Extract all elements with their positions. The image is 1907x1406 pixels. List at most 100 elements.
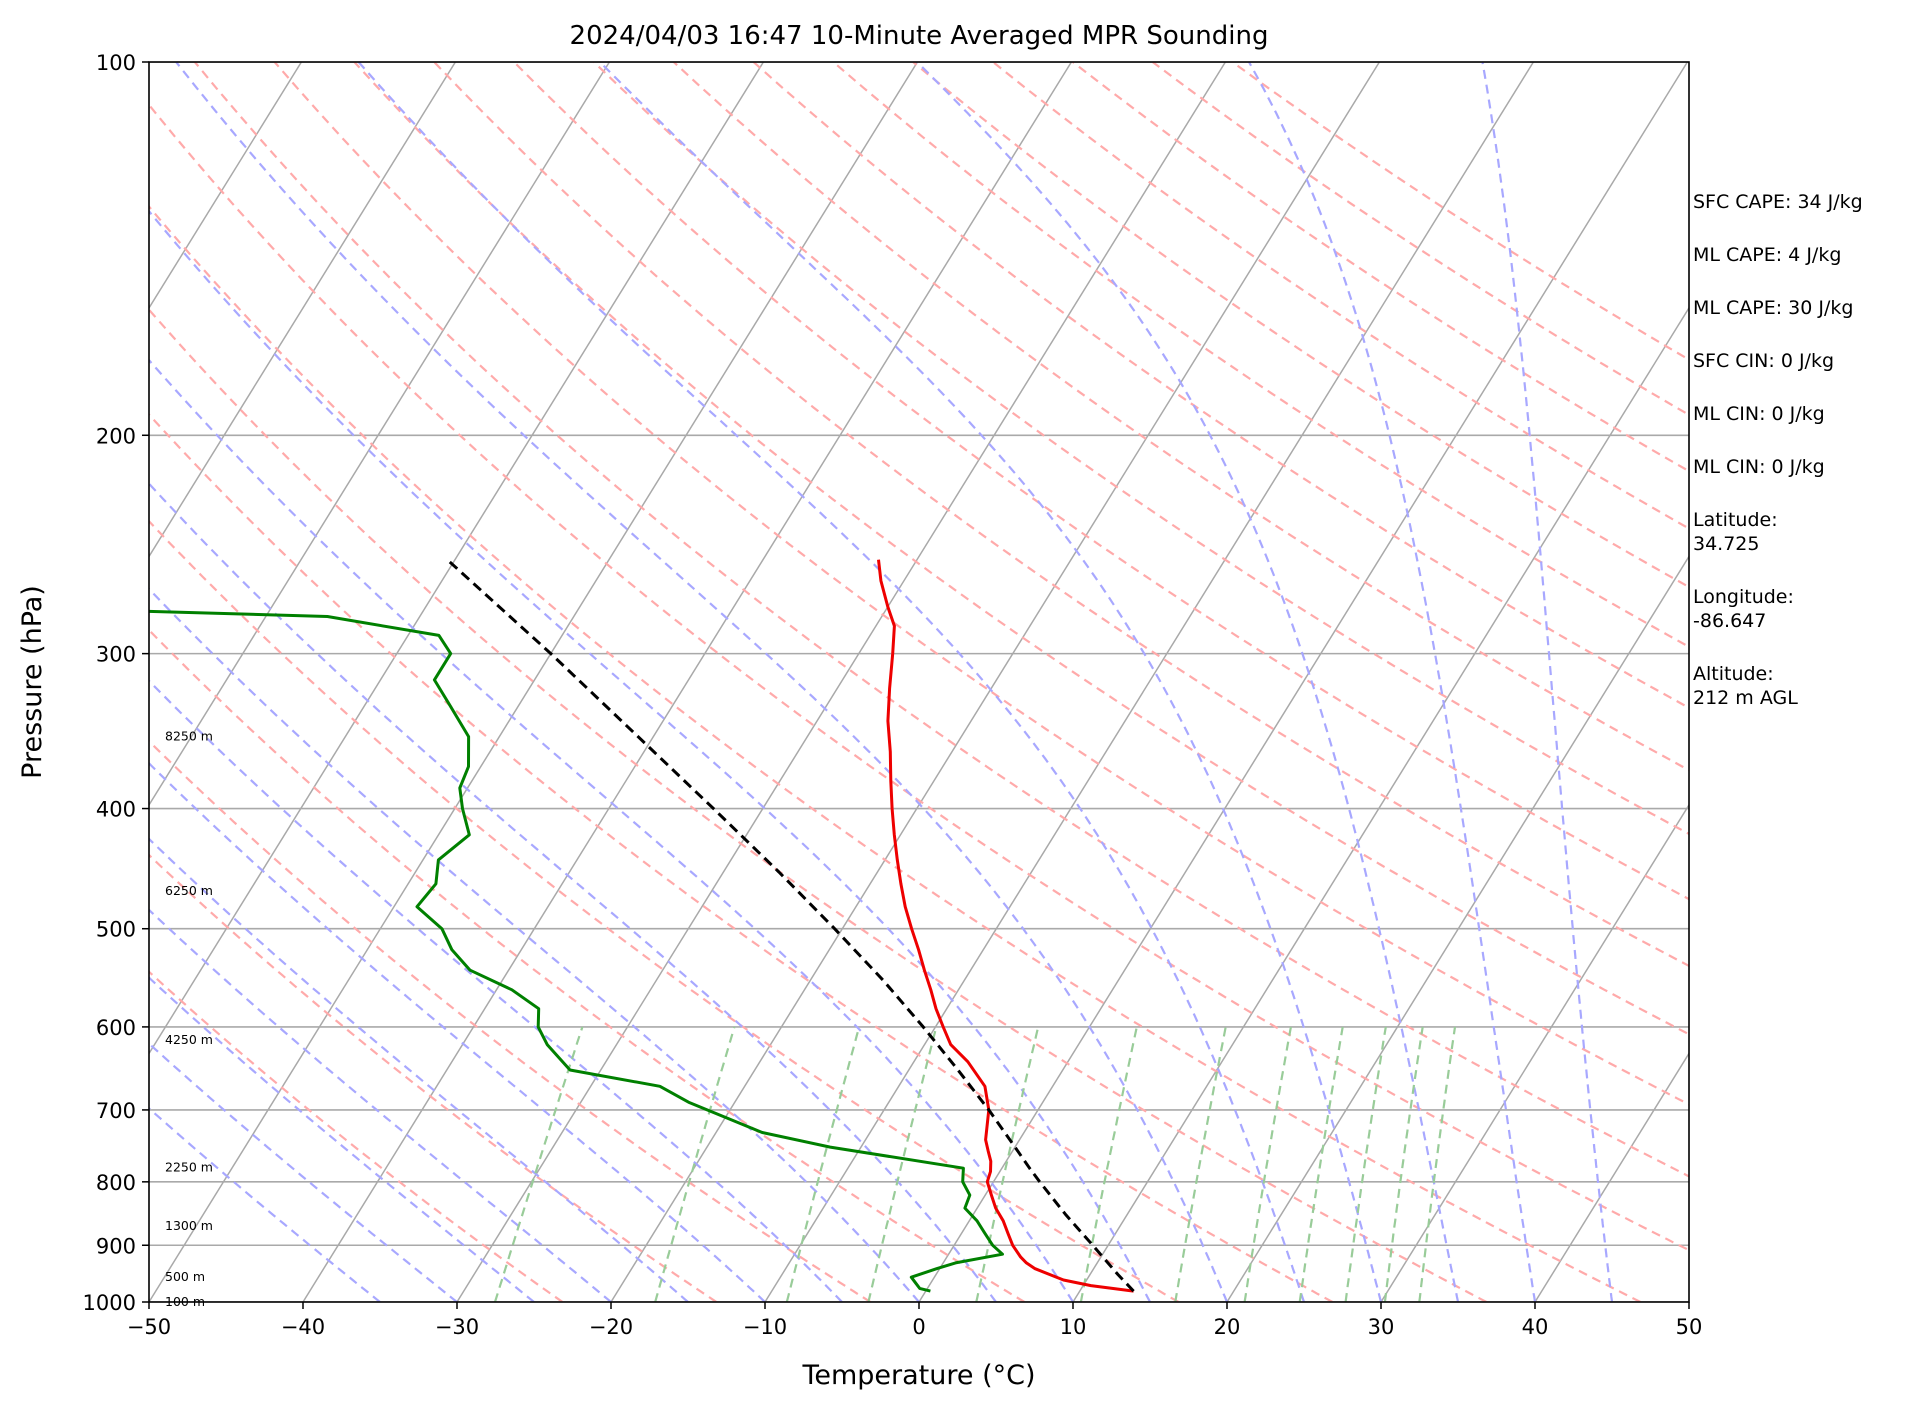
x-tick-label: −40 (281, 1315, 325, 1339)
dry-adiabat-line (433, 62, 1689, 968)
moist-adiabat-line (149, 209, 1151, 1302)
x-tick-label: 40 (1522, 1315, 1549, 1339)
dry-adiabat-line (149, 308, 1488, 1302)
mixing-ratio-line (654, 1026, 736, 1302)
moist-adiabat-line (149, 1106, 381, 1302)
y-tick-label: 700 (96, 1099, 136, 1123)
ml-cape-text-2: ML CAPE: 30 J/kg (1693, 297, 1854, 319)
longitude-text: Longitude: -86.647 (1693, 586, 1794, 632)
height-label: 2250 m (165, 1160, 213, 1175)
dry-adiabat-line (353, 62, 1689, 1036)
dry-adiabat-line (193, 62, 1689, 1178)
isotherm-line (918, 62, 1689, 1302)
height-label: 1300 m (165, 1218, 213, 1233)
moist-adiabat-line (149, 679, 843, 1302)
x-tick-label: −20 (589, 1315, 633, 1339)
isotherm-line (149, 62, 457, 558)
moist-adiabat-line (149, 358, 1074, 1302)
moist-adiabat-line (149, 837, 689, 1302)
latitude-text: Latitude: 34.725 (1693, 509, 1778, 555)
y-tick-label: 400 (96, 798, 136, 822)
dry-adiabat-line (149, 853, 718, 1302)
chart-title: 2024/04/03 16:47 10-Minute Averaged MPR … (570, 21, 1269, 51)
dry-adiabat-line (149, 970, 564, 1302)
data-series (149, 558, 1135, 1293)
ml-cin-text: ML CIN: 0 J/kg (1693, 403, 1825, 425)
moist-adiabat-line (599, 62, 1383, 1302)
moist-adiabat-line (1481, 62, 1614, 1302)
x-tick-label: −30 (435, 1315, 479, 1339)
x-tick-label: −50 (127, 1315, 171, 1339)
y-tick-label: 600 (96, 1016, 136, 1040)
moist-adiabat-line (149, 976, 535, 1302)
moist-adiabat-line (916, 62, 1460, 1302)
isotherm-line (149, 62, 765, 1055)
y-tick-label: 1000 (83, 1291, 136, 1315)
x-tick-label: −10 (743, 1315, 787, 1339)
mixing-ratio-line (1174, 1026, 1227, 1302)
isotherm-line (1534, 1052, 1689, 1302)
mixing-ratio-line (975, 1026, 1040, 1302)
height-label: 500 m (165, 1269, 205, 1284)
isotherm-line (302, 62, 1073, 1302)
y-tick-label: 800 (96, 1171, 136, 1195)
dry-adiabat-line (149, 204, 1641, 1302)
sounding-info-panel: SFC CAPE: 34 J/kg ML CAPE: 4 J/kg ML CAP… (1693, 190, 1903, 739)
ml-cin-text-2: ML CIN: 0 J/kg (1693, 456, 1825, 478)
dry-adiabat-line (912, 62, 1689, 589)
altitude-text: Altitude: 212 m AGL (1693, 663, 1798, 709)
sfc-cin-text: SFC CIN: 0 J/kg (1693, 350, 1835, 372)
sfc-cape-text: SFC CAPE: 34 J/kg (1693, 191, 1863, 213)
isotherm-line (764, 62, 1535, 1302)
moist-adiabat-line (1248, 62, 1537, 1302)
isotherm-line (456, 62, 1227, 1302)
moist-adiabat-line (149, 482, 997, 1302)
x-tick-label: 10 (1060, 1315, 1087, 1339)
mixing-ratio-line (1344, 1026, 1387, 1302)
axis-ticks: −50 −40 −30 −20 −10 0 10 20 30 40 50 1000 900 800 700 6… (83, 51, 1703, 1339)
dry-adiabat-line (273, 62, 1689, 1106)
isotherm-line (1226, 555, 1689, 1302)
dry-adiabat-line (149, 628, 1026, 1302)
parcel-profile-line (446, 558, 1135, 1293)
y-tick-label: 200 (96, 424, 136, 448)
dewpoint-profile-line (149, 609, 1004, 1293)
isotherm-line (610, 62, 1381, 1302)
dry-adiabat-line (149, 103, 1689, 1252)
mixing-ratio-line (1243, 1026, 1292, 1302)
mixing-ratio-line (785, 1026, 861, 1302)
dry-adiabat-line (149, 739, 872, 1302)
isotherm-line (1380, 803, 1689, 1302)
y-tick-label: 900 (96, 1234, 136, 1258)
isotherm-line (1072, 306, 1689, 1302)
y-tick-label: 300 (96, 643, 136, 667)
mixing-ratio-line (1298, 1026, 1344, 1302)
isotherm-line (149, 62, 303, 310)
mixing-ratio-line (493, 1026, 584, 1302)
x-tick-label: 50 (1676, 1315, 1703, 1339)
moist-adiabat-line (149, 587, 920, 1302)
moist-adiabat-line (149, 761, 766, 1302)
isotherm-line (149, 62, 919, 1302)
y-axis-label: Pressure (hPa) (17, 585, 48, 779)
moist-adiabat-line (175, 62, 1229, 1302)
moist-adiabat-line (149, 908, 612, 1302)
x-tick-label: 30 (1368, 1315, 1395, 1339)
mixing-ratio-line (867, 1026, 938, 1302)
dry-adiabat-line (149, 412, 1334, 1302)
mixing-ratio-line (1418, 1026, 1457, 1302)
height-label: 8250 m (165, 729, 213, 744)
moist-adiabat-line (149, 1042, 458, 1302)
x-tick-label: 0 (912, 1315, 925, 1339)
height-label: 4250 m (165, 1032, 213, 1047)
moist-adiabat-line (357, 62, 1306, 1302)
background-lines (149, 62, 1689, 1302)
x-tick-label: 20 (1214, 1315, 1241, 1339)
ml-cape-text: ML CAPE: 4 J/kg (1693, 244, 1842, 266)
height-label: 6250 m (165, 883, 213, 898)
y-tick-label: 500 (96, 918, 136, 942)
mixing-ratio-line (1383, 1026, 1424, 1302)
temperature-profile-line (877, 559, 1134, 1293)
